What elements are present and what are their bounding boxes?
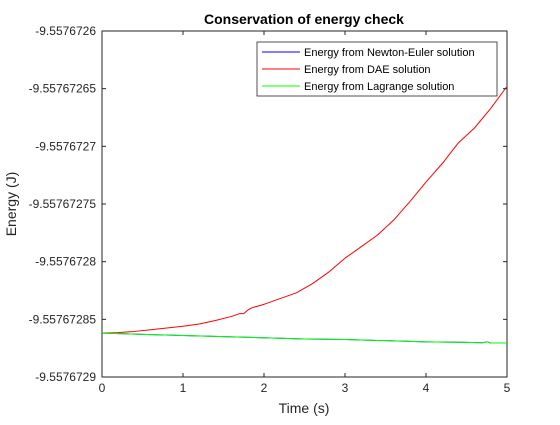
x-axis: 0 1 2 3 4 5 xyxy=(99,31,511,395)
x-tick-label: 0 xyxy=(99,381,106,395)
y-tick-label: -9.5576727 xyxy=(35,139,96,153)
legend: Energy from Newton-Euler solution Energy… xyxy=(256,41,498,97)
y-tick-label: -9.55767265 xyxy=(29,82,97,96)
y-axis: -9.5576726 -9.55767265 -9.5576727 -9.557672… xyxy=(29,24,507,384)
y-tick-label: -9.5576726 xyxy=(35,24,96,38)
x-tick-label: 1 xyxy=(180,381,187,395)
x-tick-label: 2 xyxy=(261,381,268,395)
y-axis-label: Energy (J) xyxy=(3,172,19,237)
legend-label-dae: Energy from DAE solution xyxy=(304,64,431,76)
y-tick-label: -9.55767275 xyxy=(29,197,97,211)
x-axis-label: Time (s) xyxy=(279,400,330,416)
y-tick-label: -9.5576728 xyxy=(35,255,96,269)
series-line-lagrange xyxy=(101,332,507,344)
series-line-dae xyxy=(101,86,508,334)
series-layer xyxy=(101,86,508,344)
x-tick-label: 5 xyxy=(504,381,511,395)
y-tick-label: -9.55767285 xyxy=(29,312,97,326)
x-tick-label: 3 xyxy=(342,381,349,395)
legend-label-lagrange: Energy from Lagrange solution xyxy=(304,81,454,93)
chart-title: Conservation of energy check xyxy=(204,11,404,27)
y-tick-label: -9.5576729 xyxy=(35,370,96,384)
legend-label-newton-euler: Energy from Newton-Euler solution xyxy=(304,47,475,59)
x-tick-label: 4 xyxy=(423,381,430,395)
